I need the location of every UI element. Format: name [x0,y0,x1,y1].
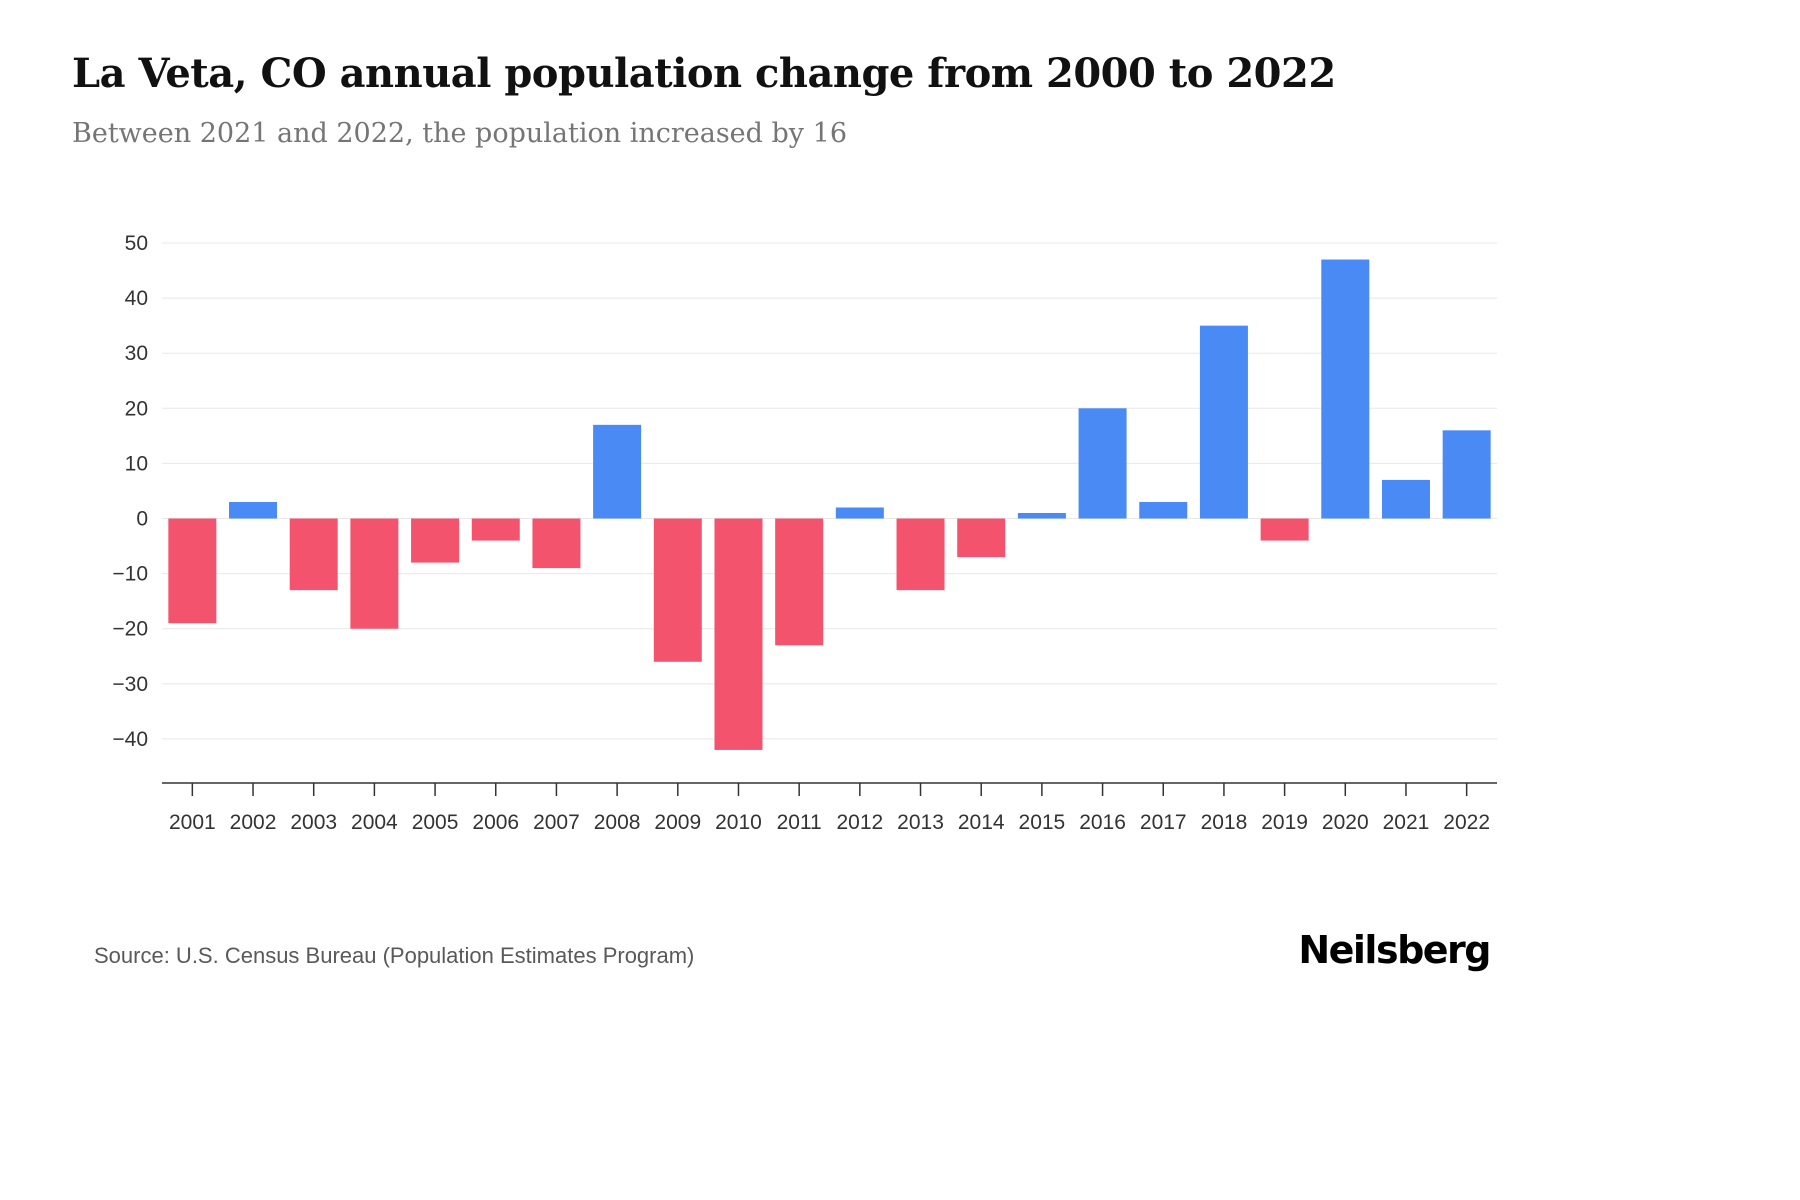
x-axis-tick-label: 2006 [472,811,519,834]
bar-chart: −40 −30 −20 −10 0 10 20 30 40 50 2001 2002 2003 2004 2… [72,218,1512,868]
bar-2014[interactable] [957,518,1006,558]
bar-2011[interactable] [775,518,824,646]
x-axis-tick-label: 2015 [1019,811,1066,834]
y-axis-tick-label: −30 [112,673,148,696]
bar-2006[interactable] [471,518,520,541]
bar-2001[interactable] [168,518,217,624]
bar-2012[interactable] [835,507,884,519]
x-axis-tick-label: 2007 [533,811,580,834]
x-axis-tick-label: 2020 [1322,811,1369,834]
bar-2017[interactable] [1139,501,1188,519]
y-axis-tick-label: 20 [125,397,148,420]
bar-2008[interactable] [593,424,642,519]
y-axis-tick-label: −10 [112,563,148,586]
x-axis-tick-label: 2008 [594,811,641,834]
source-text: Source: U.S. Census Bureau (Population E… [94,943,695,968]
bar-2004[interactable] [350,518,399,629]
x-axis-tick-label: 2001 [169,811,216,834]
x-axis-tick-label: 2005 [412,811,459,834]
bar-2010[interactable] [714,518,763,750]
bar-2019[interactable] [1260,518,1309,541]
page-title: La Veta, CO annual population change fro… [72,50,1336,97]
x-axis-tick-label: 2004 [351,811,398,834]
x-axis-tick-label: 2018 [1201,811,1248,834]
x-axis-tick-label: 2016 [1079,811,1126,834]
bar-2015[interactable] [1017,513,1066,519]
bar-2002[interactable] [229,501,278,519]
x-axis-tick-label: 2011 [777,811,822,834]
x-axis-tick-label: 2012 [836,811,883,834]
y-axis-tick-label: 30 [125,342,148,365]
x-axis-tick-label: 2021 [1383,811,1430,834]
y-axis-tick-label: 50 [125,232,148,255]
x-axis-tick-label: 2019 [1261,811,1308,834]
bar-2009[interactable] [653,518,702,662]
bar-chart-svg: −40 −30 −20 −10 0 10 20 30 40 50 2001 2002 2003 2004 2… [112,232,1497,834]
bar-2013[interactable] [896,518,945,591]
bar-2020[interactable] [1321,259,1370,519]
x-axis-tick-label: 2017 [1140,811,1187,834]
neilsberg-logo: Neilsberg [1298,928,1491,972]
y-axis-tick-label: 40 [125,287,148,310]
bar-2016[interactable] [1078,408,1127,519]
y-axis-tick-label: 0 [136,508,148,531]
bar-2005[interactable] [411,518,460,563]
bar-2003[interactable] [289,518,338,591]
bar-2007[interactable] [532,518,581,569]
y-axis-tick-label: 10 [125,452,148,475]
bar-2021[interactable] [1381,479,1430,519]
x-axis-tick-label: 2022 [1443,811,1490,834]
x-axis-tick-label: 2009 [654,811,701,834]
y-axis-tick-label: −20 [112,618,148,641]
x-axis-tick-label: 2014 [958,811,1005,834]
x-axis-tick-label: 2010 [715,811,762,834]
x-axis-tick-label: 2013 [897,811,944,834]
x-axis-tick-label: 2003 [290,811,337,834]
y-axis-tick-label: −40 [112,728,148,751]
x-axis-tick-label: 2002 [230,811,277,834]
page-subtitle: Between 2021 and 2022, the population in… [72,118,847,149]
bar-2018[interactable] [1199,325,1248,519]
bar-2022[interactable] [1442,430,1491,519]
